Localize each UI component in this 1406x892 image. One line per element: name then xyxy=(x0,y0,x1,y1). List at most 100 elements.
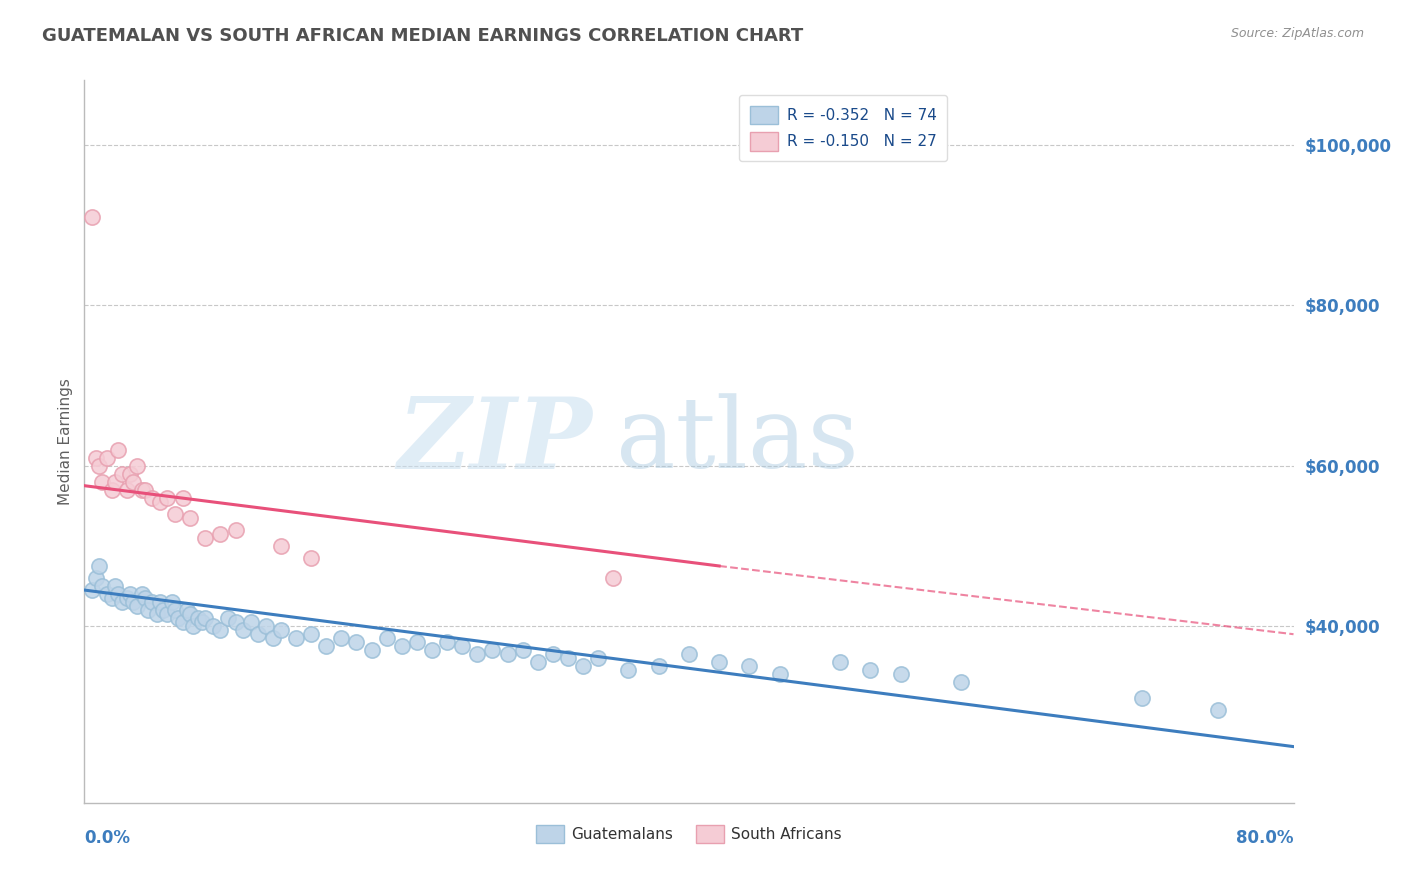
Point xyxy=(107,442,129,457)
Point xyxy=(217,611,239,625)
Point xyxy=(104,579,127,593)
Point xyxy=(232,623,254,637)
Point xyxy=(191,615,214,630)
Point xyxy=(179,510,201,524)
Point xyxy=(209,623,232,637)
Point xyxy=(149,494,172,508)
Text: 80.0%: 80.0% xyxy=(1236,829,1294,847)
Point xyxy=(299,627,322,641)
Point xyxy=(194,611,217,625)
Text: GUATEMALAN VS SOUTH AFRICAN MEDIAN EARNINGS CORRELATION CHART: GUATEMALAN VS SOUTH AFRICAN MEDIAN EARNI… xyxy=(42,27,803,45)
Point xyxy=(270,539,292,553)
Point xyxy=(115,483,138,497)
Point xyxy=(557,651,579,665)
Point xyxy=(194,531,217,545)
Point xyxy=(527,655,550,669)
Point xyxy=(80,210,103,224)
Point xyxy=(115,591,138,605)
Point xyxy=(111,595,134,609)
Point xyxy=(1130,691,1153,706)
Point xyxy=(167,611,190,625)
Point xyxy=(86,571,108,585)
Point xyxy=(890,667,912,681)
Text: atlas: atlas xyxy=(616,393,859,490)
Point xyxy=(315,639,337,653)
Point xyxy=(89,558,111,573)
Point xyxy=(134,483,156,497)
Point xyxy=(270,623,292,637)
Point xyxy=(100,591,122,605)
Point xyxy=(160,595,183,609)
Point xyxy=(254,619,277,633)
Point xyxy=(247,627,270,641)
Point xyxy=(107,587,129,601)
Point xyxy=(165,507,187,521)
Point xyxy=(96,587,118,601)
Point xyxy=(149,595,172,609)
Point xyxy=(496,647,519,661)
Point xyxy=(602,571,624,585)
Point xyxy=(152,603,174,617)
Point xyxy=(209,526,232,541)
Text: Source: ZipAtlas.com: Source: ZipAtlas.com xyxy=(1230,27,1364,40)
Point xyxy=(172,491,194,505)
Point xyxy=(617,664,640,678)
Point xyxy=(96,450,118,465)
Point xyxy=(346,635,368,649)
Point xyxy=(225,615,247,630)
Point xyxy=(111,467,134,481)
Point xyxy=(588,651,610,665)
Point xyxy=(262,631,284,645)
Point xyxy=(156,607,179,621)
Point xyxy=(181,619,204,633)
Point xyxy=(127,458,149,473)
Legend: Guatemalans, South Africans: Guatemalans, South Africans xyxy=(530,819,848,849)
Point xyxy=(391,639,413,653)
Point xyxy=(100,483,122,497)
Text: 0.0%: 0.0% xyxy=(84,829,131,847)
Point xyxy=(1206,703,1229,717)
Point xyxy=(481,643,503,657)
Point xyxy=(91,579,114,593)
Point xyxy=(176,603,198,617)
Point xyxy=(118,587,141,601)
Point xyxy=(127,599,149,614)
Point xyxy=(375,631,398,645)
Point xyxy=(131,483,153,497)
Point xyxy=(950,675,973,690)
Point xyxy=(118,467,141,481)
Text: ZIP: ZIP xyxy=(398,393,592,490)
Point xyxy=(541,647,564,661)
Point xyxy=(225,523,247,537)
Point xyxy=(89,458,111,473)
Point xyxy=(285,631,308,645)
Point xyxy=(121,595,143,609)
Point xyxy=(330,631,353,645)
Point xyxy=(141,491,163,505)
Point xyxy=(406,635,429,649)
Point xyxy=(738,659,761,673)
Point xyxy=(299,550,322,566)
Y-axis label: Median Earnings: Median Earnings xyxy=(58,378,73,505)
Point xyxy=(830,655,852,669)
Point xyxy=(104,475,127,489)
Point xyxy=(86,450,108,465)
Point xyxy=(156,491,179,505)
Point xyxy=(572,659,595,673)
Point xyxy=(187,611,209,625)
Point xyxy=(121,475,143,489)
Point xyxy=(859,664,882,678)
Point xyxy=(172,615,194,630)
Point xyxy=(648,659,671,673)
Point xyxy=(451,639,474,653)
Point xyxy=(769,667,792,681)
Point xyxy=(165,603,187,617)
Point xyxy=(91,475,114,489)
Point xyxy=(239,615,262,630)
Point xyxy=(709,655,731,669)
Point xyxy=(80,583,103,598)
Point xyxy=(678,647,700,661)
Point xyxy=(131,587,153,601)
Point xyxy=(201,619,224,633)
Point xyxy=(134,591,156,605)
